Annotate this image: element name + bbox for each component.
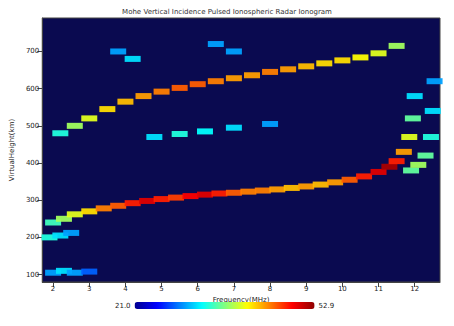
svg-text:8: 8	[268, 285, 272, 293]
svg-text:52.9: 52.9	[319, 302, 335, 310]
svg-text:4: 4	[123, 285, 128, 293]
svg-text:VirtualHeight(km): VirtualHeight(km)	[8, 119, 16, 182]
svg-text:200: 200	[26, 233, 39, 241]
svg-text:300: 300	[26, 196, 39, 204]
svg-text:100: 100	[26, 271, 39, 279]
svg-text:Mohe Vertical Incidence Pulsed: Mohe Vertical Incidence Pulsed Ionospher…	[122, 8, 332, 16]
svg-text:7: 7	[232, 285, 236, 293]
svg-text:10: 10	[338, 285, 347, 293]
svg-text:6: 6	[196, 285, 201, 293]
svg-text:5: 5	[159, 285, 163, 293]
svg-text:3: 3	[87, 285, 91, 293]
svg-text:12: 12	[410, 285, 419, 293]
svg-text:400: 400	[26, 159, 39, 167]
svg-text:11: 11	[374, 285, 383, 293]
svg-text:9: 9	[304, 285, 308, 293]
svg-text:700: 700	[26, 47, 39, 55]
svg-text:500: 500	[26, 122, 39, 130]
svg-text:Frequency(MHz): Frequency(MHz)	[212, 296, 270, 305]
svg-text:2: 2	[51, 285, 55, 293]
svg-text:21.0: 21.0	[115, 302, 131, 310]
svg-text:600: 600	[26, 85, 39, 93]
